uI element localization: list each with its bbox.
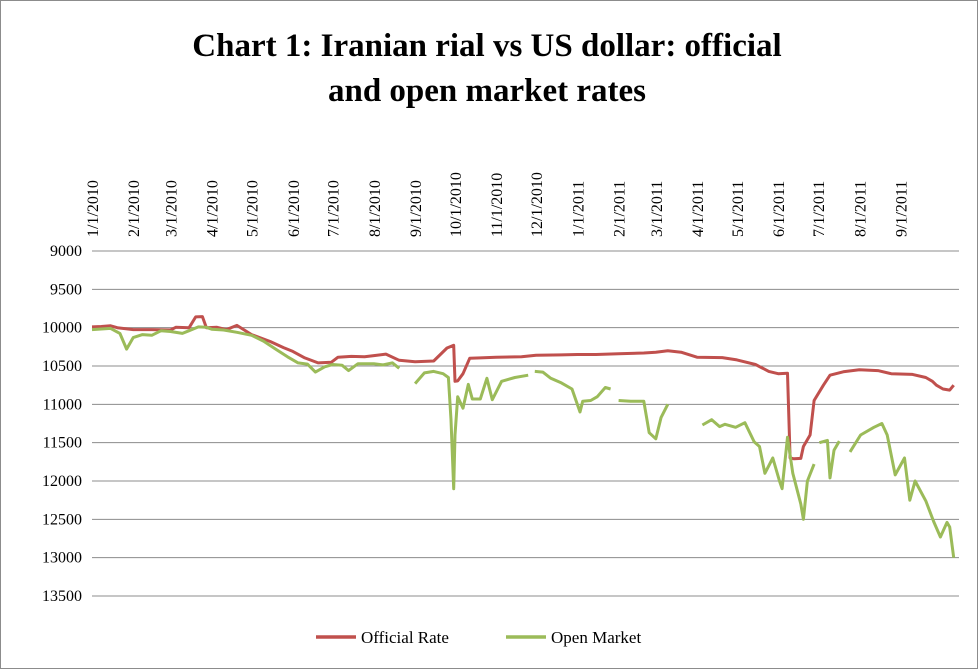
- y-tick-label: 9500: [50, 281, 82, 298]
- x-tick-label: 2/1/2010: [126, 180, 143, 237]
- x-tick-label: 5/1/2011: [730, 181, 747, 237]
- x-tick-label: 12/1/2010: [529, 172, 546, 237]
- x-tick-label: 3/1/2011: [649, 181, 666, 237]
- x-tick-label: 6/1/2011: [771, 181, 788, 237]
- x-tick-label: 3/1/2010: [163, 180, 180, 237]
- y-tick-label: 9000: [50, 243, 82, 260]
- y-tick-label: 11000: [43, 396, 82, 413]
- x-tick-label: 2/1/2011: [612, 181, 629, 237]
- x-tick-label: 10/1/2010: [448, 172, 465, 237]
- legend-label-official-rate: Official Rate: [361, 628, 449, 647]
- x-tick-label: 1/1/2011: [570, 181, 587, 237]
- y-tick-label: 11500: [43, 435, 82, 452]
- y-tick-label: 10500: [42, 358, 82, 375]
- series-line-open-market: [91, 325, 956, 558]
- legend-label-open-market: Open Market: [551, 628, 641, 647]
- y-tick-label: 12500: [42, 511, 82, 528]
- x-tick-label: 8/1/2010: [367, 180, 384, 237]
- series-lines: [91, 315, 956, 558]
- series-line-official-rate: [91, 315, 955, 461]
- y-tick-label: 13500: [42, 588, 82, 605]
- x-tick-label: 9/1/2010: [408, 180, 425, 237]
- x-tick-label: 4/1/2010: [205, 180, 222, 237]
- x-tick-label: 5/1/2010: [245, 180, 262, 237]
- y-tick-label: 12000: [42, 473, 82, 490]
- x-tick-label: 11/1/2010: [489, 173, 506, 237]
- chart-title-line-2: and open market rates: [328, 73, 646, 109]
- x-axis-ticks: 1/1/2010 2/1/2010 3/1/2010 4/1/2010 5/1/2010…: [85, 172, 910, 237]
- legend: Official Rate Open Market: [316, 628, 641, 647]
- x-tick-label: 7/1/2010: [326, 180, 343, 237]
- y-tick-label: 10000: [42, 320, 82, 337]
- y-tick-label: 13000: [42, 550, 82, 567]
- x-tick-label: 6/1/2010: [286, 180, 303, 237]
- x-tick-label: 9/1/2011: [893, 181, 910, 237]
- x-tick-label: 8/1/2011: [852, 181, 869, 237]
- x-tick-label: 1/1/2010: [85, 180, 102, 237]
- chart-title-line-1: Chart 1: Iranian rial vs US dollar: offi…: [192, 28, 781, 64]
- y-axis-ticks: 9000 9500 10000 10500 11000 11500 12000 12500 13…: [42, 243, 82, 605]
- x-tick-label: 4/1/2011: [690, 181, 707, 237]
- x-tick-label: 7/1/2011: [811, 181, 828, 237]
- gridlines: [92, 250, 959, 597]
